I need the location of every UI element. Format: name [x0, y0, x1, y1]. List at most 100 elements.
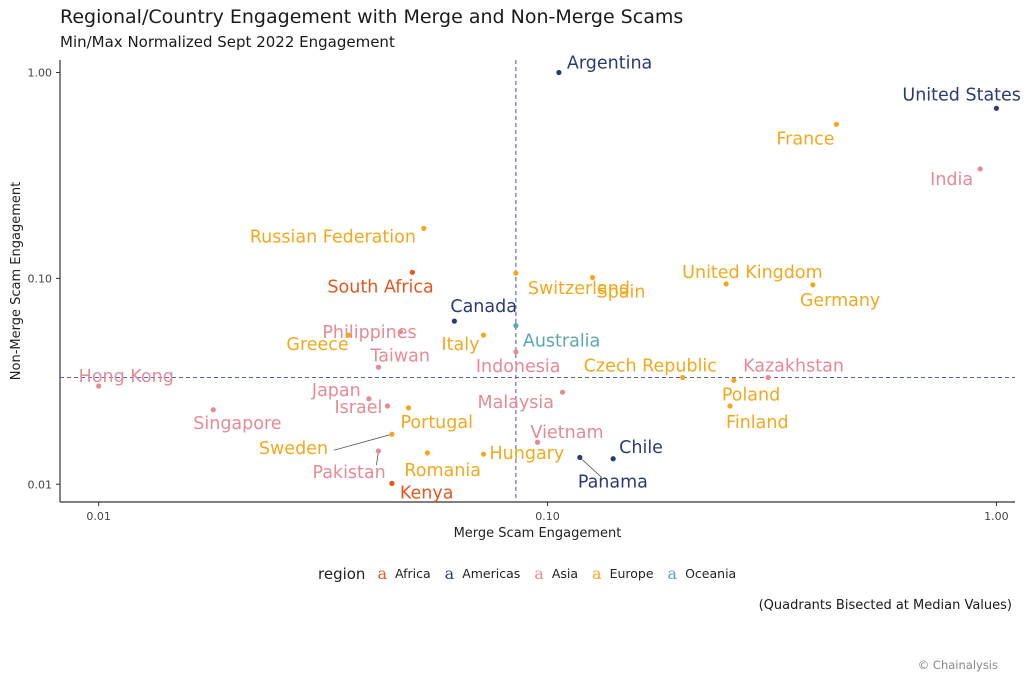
- y-tick-label: 0.01: [28, 478, 53, 491]
- legend-item-oceania: a Oceania: [668, 564, 737, 583]
- legend-key-europe: a: [592, 564, 602, 583]
- point-label-greece: Greece: [286, 335, 348, 355]
- point-panama: [577, 454, 583, 461]
- legend: region a Africa a Americas a Asia a Euro…: [318, 564, 750, 583]
- chainalysis-credit: © Chainalysis: [917, 658, 998, 672]
- point-label-russian-federation: Russian Federation: [250, 227, 416, 247]
- point-greece: [345, 332, 351, 338]
- point-chile: [610, 456, 616, 462]
- point-label-canada: Canada: [450, 297, 517, 317]
- point-label-chile: Chile: [619, 438, 663, 458]
- point-italy: [480, 332, 487, 338]
- leader-line-sweden: [333, 433, 392, 451]
- point-label-hong-kong: Hong Kong: [79, 367, 174, 387]
- point-hungary: [480, 451, 487, 457]
- y-axis-label: Non-Merge Scam Engagement: [9, 182, 24, 380]
- point-label-sweden: Sweden: [259, 439, 328, 459]
- point-israel: [384, 403, 391, 409]
- legend-key-africa: a: [377, 564, 387, 583]
- point-label-argentina: Argentina: [567, 53, 652, 73]
- point-finland: [727, 403, 733, 409]
- point-germany: [810, 282, 816, 288]
- legend-label-africa: Africa: [395, 566, 431, 581]
- point-label-italy: Italy: [442, 335, 480, 355]
- point-pakistan: [375, 448, 382, 454]
- point-label-portugal: Portugal: [400, 413, 472, 433]
- point-label-australia: Australia: [523, 332, 600, 352]
- x-tick-label: 1.00: [984, 510, 1009, 523]
- y-tick-label: 1.00: [28, 66, 53, 79]
- point-united-states: [993, 105, 1000, 111]
- legend-item-europe: a Europe: [592, 564, 654, 583]
- point-label-pakistan: Pakistan: [312, 463, 385, 483]
- point-taiwan: [375, 364, 382, 370]
- point-label-panama: Panama: [578, 472, 648, 492]
- x-axis-label: Merge Scam Engagement: [454, 526, 622, 541]
- point-label-japan: Japan: [311, 381, 361, 401]
- point-label-france: France: [776, 129, 834, 149]
- legend-label-asia: Asia: [551, 566, 579, 581]
- point-label-hungary: Hungary: [490, 444, 565, 464]
- point-philippines: [397, 329, 403, 335]
- point-japan: [366, 396, 372, 402]
- point-russian-federation: [421, 225, 427, 231]
- point-kenya: [389, 480, 395, 486]
- point-romania: [424, 450, 431, 456]
- point-label-kazakhstan: Kazakhstan: [743, 357, 844, 377]
- point-united-kingdom: [723, 281, 729, 287]
- point-czech-republic: [680, 374, 686, 381]
- x-tick-label: 0.01: [86, 510, 111, 523]
- legend-key-asia: a: [534, 564, 544, 583]
- point-vietnam: [534, 439, 541, 445]
- point-canada: [451, 318, 457, 324]
- point-kazakhstan: [765, 374, 771, 381]
- point-label-india: India: [930, 170, 973, 190]
- legend-label-oceania: Oceania: [685, 566, 737, 581]
- point-sweden: [389, 431, 395, 437]
- point-label-kenya: Kenya: [400, 483, 454, 503]
- leader-line-panama: [579, 457, 603, 478]
- point-indonesia: [513, 349, 519, 355]
- point-label-spain: Spain: [597, 282, 646, 302]
- point-portugal: [405, 405, 412, 411]
- point-switzerland: [513, 270, 519, 276]
- point-label-romania: Romania: [404, 461, 481, 481]
- legend-item-africa: a Africa: [377, 564, 430, 583]
- point-label-malaysia: Malaysia: [478, 393, 554, 413]
- point-malaysia: [559, 389, 566, 395]
- point-india: [977, 166, 983, 172]
- legend-key-oceania: a: [667, 564, 678, 583]
- point-argentina: [556, 69, 562, 76]
- legend-item-americas: a Americas: [445, 564, 521, 583]
- legend-item-asia: a Asia: [534, 564, 578, 583]
- point-label-germany: Germany: [800, 291, 880, 311]
- point-label-indonesia: Indonesia: [476, 357, 561, 377]
- point-australia: [513, 322, 519, 329]
- point-spain: [590, 274, 596, 281]
- legend-label-americas: Americas: [462, 566, 521, 581]
- point-label-israel: Israel: [335, 398, 383, 418]
- point-label-poland: Poland: [722, 385, 780, 405]
- point-label-switzerland: Switzerland: [528, 279, 630, 299]
- point-south-africa: [409, 269, 416, 275]
- quadrant-note: (Quadrants Bisected at Median Values): [758, 598, 1012, 613]
- legend-key-americas: a: [444, 564, 455, 583]
- point-hong-kong: [96, 383, 102, 389]
- point-label-czech-republic: Czech Republic: [584, 357, 717, 377]
- point-label-taiwan: Taiwan: [369, 346, 430, 366]
- point-singapore: [210, 407, 216, 413]
- point-label-philippines: Philippines: [322, 323, 416, 343]
- chart-title: Regional/Country Engagement with Merge a…: [60, 6, 684, 28]
- point-france: [833, 121, 839, 127]
- point-label-vietnam: Vietnam: [531, 423, 604, 443]
- point-poland: [731, 377, 737, 383]
- point-label-united-kingdom: United Kingdom: [682, 263, 822, 283]
- x-tick-label: 0.10: [535, 510, 560, 523]
- point-label-finland: Finland: [726, 413, 789, 433]
- point-label-south-africa: South Africa: [327, 277, 433, 297]
- y-tick-label: 0.10: [28, 272, 53, 285]
- chart-subtitle: Min/Max Normalized Sept 2022 Engagement: [60, 33, 395, 51]
- legend-title: region: [318, 564, 366, 583]
- points-layer: Argentina United States France India Russian…: [79, 53, 1021, 503]
